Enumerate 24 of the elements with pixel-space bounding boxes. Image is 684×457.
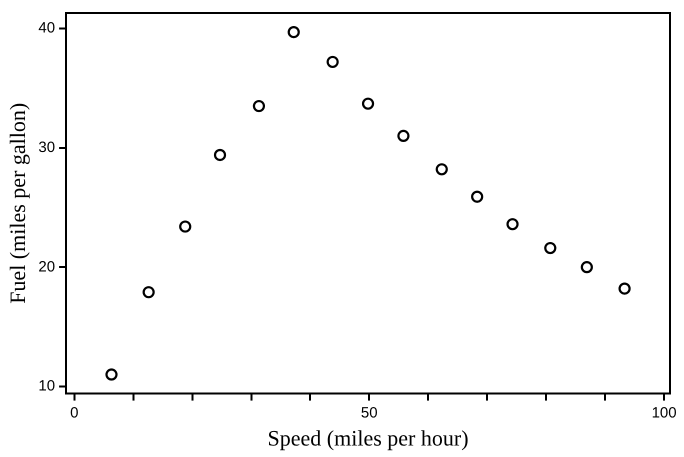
y-tick-label: 10: [38, 378, 56, 395]
x-tick-label: 50: [360, 404, 378, 422]
point: [362, 98, 374, 110]
point: [326, 56, 339, 68]
point: [179, 220, 192, 233]
point: [580, 261, 593, 274]
x-axis-title: Speed (miles per hour): [268, 426, 469, 451]
point: [252, 100, 266, 112]
point: [288, 26, 300, 38]
point: [436, 163, 448, 176]
y-axis-title: Fuel (miles per gallon): [4, 102, 30, 304]
y-tick-label: 40: [38, 20, 56, 37]
point: [214, 148, 226, 162]
point: [105, 368, 118, 381]
point: [397, 130, 410, 142]
point: [618, 282, 631, 295]
point: [506, 218, 519, 230]
y-tick-label: 20: [38, 258, 56, 276]
y-tick-label: 30: [38, 138, 56, 156]
point: [471, 190, 484, 203]
point: [142, 286, 155, 298]
x-tick-label: 100: [652, 404, 677, 422]
point: [544, 242, 556, 254]
x-tick-label: 0: [70, 404, 79, 422]
